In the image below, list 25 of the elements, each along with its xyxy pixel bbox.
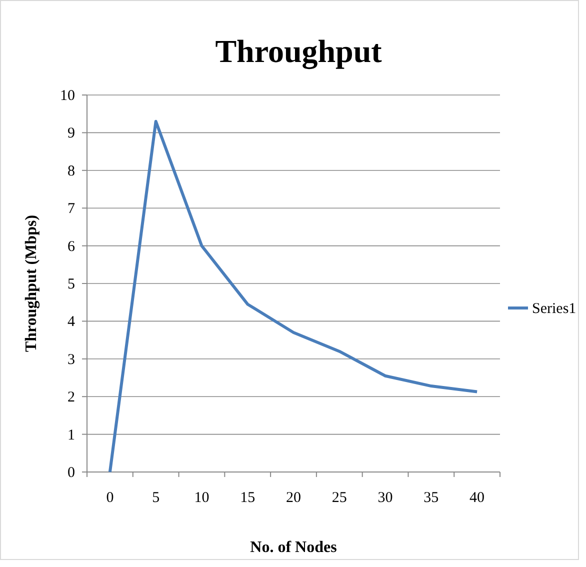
x-tick-label: 15 [240, 490, 256, 506]
x-tick-label: 25 [332, 490, 347, 506]
x-tick-label: 30 [378, 490, 393, 506]
y-tick-label: 2 [68, 390, 75, 406]
y-tick-label: 5 [68, 276, 75, 292]
y-tick-label: 1 [68, 427, 75, 444]
x-axis-title: No. of Nodes [250, 539, 337, 556]
y-tick-label: 0 [68, 465, 75, 481]
legend-label: Series1 [532, 301, 576, 317]
y-tick-label: 4 [68, 314, 76, 330]
x-tick-label: 10 [194, 490, 210, 506]
y-tick-label: 8 [68, 163, 75, 180]
x-tick-label: 20 [286, 490, 301, 506]
y-tick-label: 6 [68, 238, 76, 255]
y-axis-title: Throughput (Mbps) [23, 214, 40, 352]
x-tick-label: 5 [152, 490, 160, 506]
y-tick-label: 3 [68, 352, 75, 368]
y-tick-label: 9 [68, 126, 75, 142]
line-series [108, 120, 479, 474]
y-tick-label: 10 [60, 88, 75, 104]
x-tick-label: 40 [470, 490, 485, 506]
y-tick-label: 7 [68, 201, 76, 218]
chart-title: Throughput [215, 33, 382, 70]
x-tick-label: 0 [106, 490, 114, 506]
x-tick-label: 35 [424, 490, 439, 506]
